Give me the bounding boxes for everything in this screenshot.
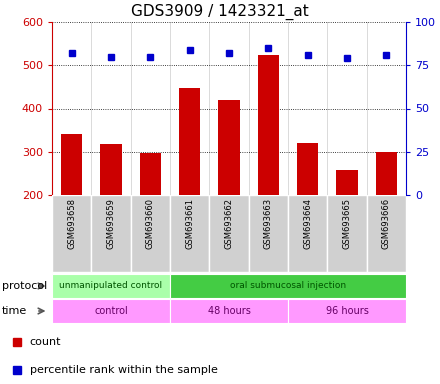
Bar: [139, 153, 161, 195]
Text: percentile rank within the sample: percentile rank within the sample: [30, 365, 217, 375]
Text: GSM693658: GSM693658: [67, 198, 76, 249]
Bar: [170, 274, 406, 298]
Text: GDS3909 / 1423321_at: GDS3909 / 1423321_at: [131, 4, 309, 20]
Bar: [52, 274, 170, 298]
Text: GSM693659: GSM693659: [106, 198, 115, 249]
Text: GSM693665: GSM693665: [342, 198, 352, 249]
Text: 96 hours: 96 hours: [326, 306, 368, 316]
Bar: [100, 144, 122, 195]
Text: GSM693666: GSM693666: [382, 198, 391, 249]
Bar: [170, 195, 209, 272]
Bar: [92, 195, 131, 272]
Bar: [336, 170, 358, 195]
Text: control: control: [94, 306, 128, 316]
Bar: [297, 143, 319, 195]
Bar: [170, 299, 288, 323]
Text: oral submucosal injection: oral submucosal injection: [230, 281, 346, 291]
Bar: [257, 55, 279, 195]
Text: unmanipulated control: unmanipulated control: [59, 281, 162, 291]
Text: GSM693661: GSM693661: [185, 198, 194, 249]
Bar: [288, 195, 327, 272]
Bar: [179, 88, 201, 195]
Bar: [249, 195, 288, 272]
Bar: [367, 195, 406, 272]
Text: protocol: protocol: [2, 281, 48, 291]
Text: GSM693663: GSM693663: [264, 198, 273, 249]
Bar: [52, 299, 170, 323]
Text: GSM693662: GSM693662: [224, 198, 234, 249]
Text: GSM693660: GSM693660: [146, 198, 155, 249]
Text: GSM693664: GSM693664: [303, 198, 312, 249]
Bar: [288, 299, 406, 323]
Text: time: time: [2, 306, 27, 316]
Bar: [218, 100, 240, 195]
Bar: [375, 152, 397, 195]
Bar: [209, 195, 249, 272]
Bar: [327, 195, 367, 272]
Bar: [131, 195, 170, 272]
Text: count: count: [30, 337, 61, 347]
Text: 48 hours: 48 hours: [208, 306, 250, 316]
Bar: [52, 195, 92, 272]
Bar: [61, 134, 82, 195]
